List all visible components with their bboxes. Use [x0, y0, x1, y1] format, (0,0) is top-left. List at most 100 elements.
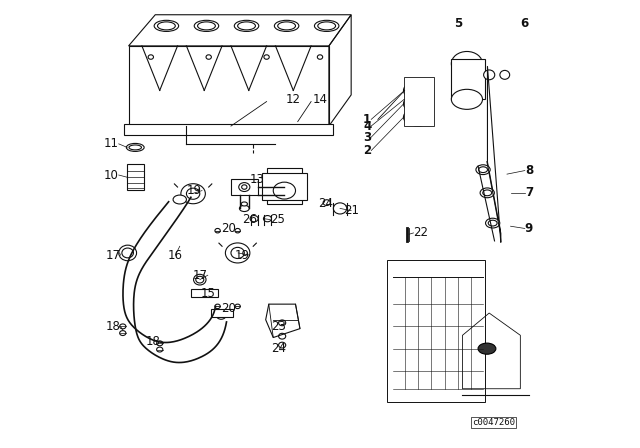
Ellipse shape: [126, 143, 144, 151]
Text: 11: 11: [104, 138, 119, 151]
Bar: [191, 289, 218, 297]
Bar: [404, 77, 434, 126]
Text: 4: 4: [363, 120, 371, 133]
Bar: [211, 309, 233, 318]
Text: 17: 17: [193, 269, 208, 282]
Ellipse shape: [275, 20, 299, 31]
Ellipse shape: [234, 20, 259, 31]
Text: 20: 20: [221, 222, 236, 235]
Ellipse shape: [216, 311, 226, 319]
Text: 17: 17: [106, 249, 120, 262]
Ellipse shape: [225, 243, 250, 263]
Text: 19: 19: [187, 184, 202, 197]
Ellipse shape: [478, 343, 496, 354]
Text: 12: 12: [286, 93, 301, 106]
Ellipse shape: [119, 245, 136, 261]
Ellipse shape: [250, 215, 258, 222]
Ellipse shape: [231, 247, 244, 258]
Ellipse shape: [479, 167, 488, 172]
Ellipse shape: [264, 215, 271, 222]
Bar: [267, 168, 302, 204]
Text: 15: 15: [200, 287, 215, 300]
Ellipse shape: [333, 203, 347, 214]
Ellipse shape: [317, 55, 323, 59]
Text: 18: 18: [146, 336, 161, 349]
Ellipse shape: [241, 202, 248, 206]
Ellipse shape: [154, 20, 179, 31]
Ellipse shape: [193, 274, 206, 285]
Ellipse shape: [181, 184, 205, 204]
Text: 24: 24: [318, 198, 333, 211]
Ellipse shape: [273, 182, 296, 199]
Ellipse shape: [173, 195, 186, 204]
Ellipse shape: [215, 304, 220, 309]
Ellipse shape: [407, 84, 429, 97]
Ellipse shape: [278, 22, 296, 30]
Ellipse shape: [198, 22, 216, 30]
Text: c0047260: c0047260: [472, 418, 515, 426]
Ellipse shape: [157, 347, 163, 352]
Text: 8: 8: [525, 164, 533, 177]
Bar: [387, 260, 484, 402]
Ellipse shape: [488, 220, 497, 226]
Ellipse shape: [237, 22, 255, 30]
Text: 25: 25: [270, 213, 285, 226]
Bar: [124, 124, 333, 135]
Text: 5: 5: [454, 17, 462, 30]
Bar: [262, 173, 307, 199]
Bar: [451, 59, 484, 99]
Ellipse shape: [129, 145, 141, 150]
Text: 18: 18: [106, 320, 120, 333]
Bar: [127, 164, 144, 190]
Ellipse shape: [483, 190, 492, 196]
Text: 20: 20: [221, 302, 236, 315]
Ellipse shape: [278, 320, 285, 326]
Text: 13: 13: [250, 173, 264, 186]
Ellipse shape: [318, 22, 335, 30]
Ellipse shape: [242, 185, 247, 189]
Ellipse shape: [122, 248, 134, 258]
Ellipse shape: [403, 108, 433, 126]
Text: 22: 22: [413, 226, 429, 239]
Ellipse shape: [239, 205, 249, 211]
Text: 24: 24: [271, 342, 287, 355]
Ellipse shape: [500, 70, 509, 79]
Text: 14: 14: [312, 93, 328, 106]
Ellipse shape: [476, 165, 490, 175]
Ellipse shape: [206, 55, 211, 59]
Ellipse shape: [148, 55, 154, 59]
Ellipse shape: [407, 98, 429, 110]
Ellipse shape: [235, 228, 240, 233]
Text: 21: 21: [344, 204, 358, 217]
Ellipse shape: [235, 304, 240, 309]
Ellipse shape: [403, 82, 433, 99]
Text: 3: 3: [363, 131, 371, 144]
Text: 16: 16: [168, 249, 183, 262]
Text: 7: 7: [525, 186, 533, 199]
Ellipse shape: [239, 183, 250, 191]
Ellipse shape: [323, 200, 330, 206]
Ellipse shape: [196, 276, 204, 283]
Text: 2: 2: [363, 144, 371, 157]
Text: 9: 9: [525, 222, 533, 235]
Ellipse shape: [120, 324, 126, 329]
Ellipse shape: [278, 342, 285, 348]
Ellipse shape: [480, 188, 494, 198]
Ellipse shape: [484, 70, 495, 80]
Ellipse shape: [157, 22, 175, 30]
Ellipse shape: [407, 111, 429, 123]
Ellipse shape: [314, 20, 339, 31]
Ellipse shape: [186, 188, 200, 199]
Ellipse shape: [127, 165, 143, 190]
Ellipse shape: [451, 89, 483, 109]
Ellipse shape: [194, 20, 219, 31]
Text: 23: 23: [271, 320, 287, 333]
Text: 1: 1: [363, 113, 371, 126]
Ellipse shape: [264, 55, 269, 59]
Ellipse shape: [403, 95, 433, 113]
Ellipse shape: [215, 228, 220, 233]
Ellipse shape: [278, 333, 285, 339]
Text: 10: 10: [104, 168, 119, 181]
Ellipse shape: [486, 218, 500, 228]
Text: 26: 26: [242, 213, 257, 226]
